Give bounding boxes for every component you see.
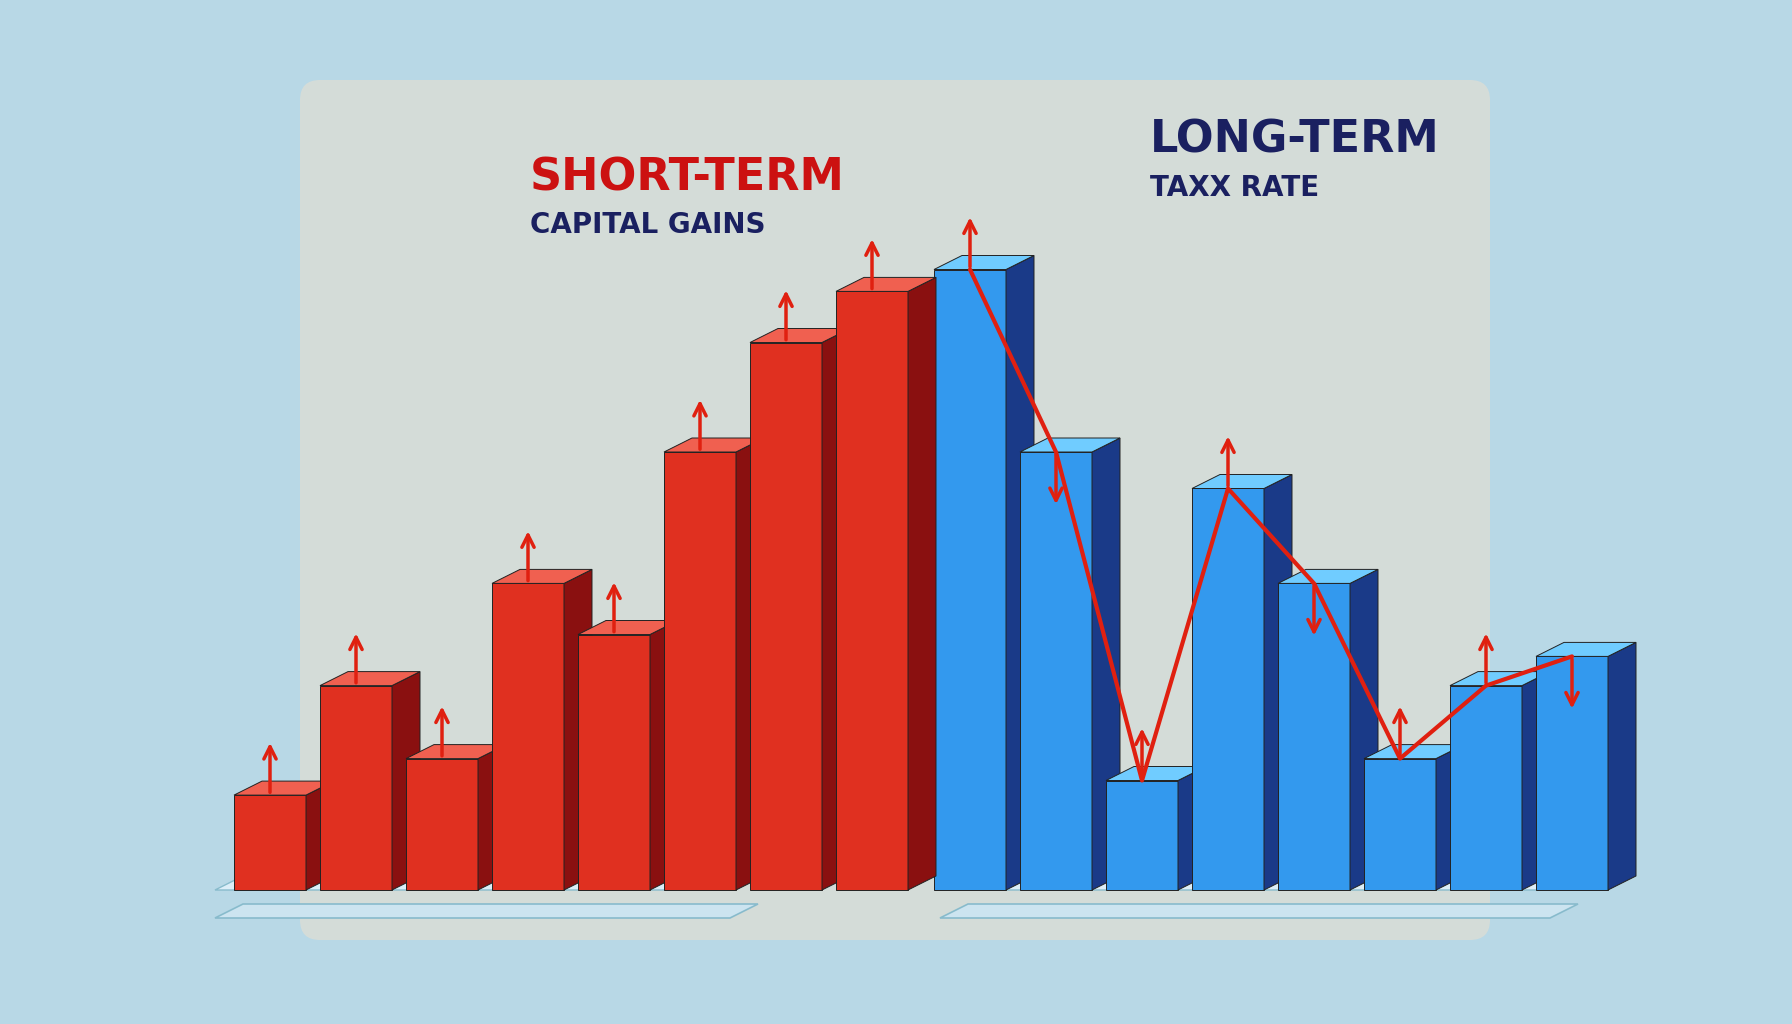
Polygon shape	[235, 781, 333, 795]
Polygon shape	[579, 621, 677, 635]
Polygon shape	[215, 876, 758, 890]
Polygon shape	[493, 584, 564, 890]
Text: LONG-TERM: LONG-TERM	[1150, 119, 1439, 162]
Polygon shape	[650, 621, 677, 890]
Polygon shape	[1435, 744, 1464, 890]
Polygon shape	[1020, 452, 1091, 890]
Polygon shape	[1106, 780, 1177, 890]
Polygon shape	[1450, 686, 1521, 890]
Polygon shape	[493, 569, 591, 584]
Polygon shape	[665, 438, 763, 452]
Polygon shape	[837, 292, 909, 890]
Polygon shape	[823, 329, 849, 890]
Polygon shape	[579, 635, 650, 890]
Polygon shape	[909, 278, 935, 890]
Polygon shape	[737, 438, 763, 890]
Polygon shape	[1106, 767, 1206, 780]
Polygon shape	[1607, 642, 1636, 890]
Polygon shape	[934, 269, 1005, 890]
Polygon shape	[1020, 438, 1120, 452]
Polygon shape	[321, 672, 419, 686]
Polygon shape	[665, 452, 737, 890]
Polygon shape	[1364, 744, 1464, 759]
Polygon shape	[407, 759, 478, 890]
Text: SHORT-TERM: SHORT-TERM	[530, 157, 844, 200]
Polygon shape	[564, 569, 591, 890]
Polygon shape	[751, 329, 849, 342]
Polygon shape	[321, 686, 392, 890]
Text: TAXX RATE: TAXX RATE	[1150, 174, 1319, 202]
Polygon shape	[1536, 656, 1607, 890]
Polygon shape	[1450, 672, 1550, 686]
Polygon shape	[392, 672, 419, 890]
Polygon shape	[235, 795, 306, 890]
Polygon shape	[1091, 438, 1120, 890]
Polygon shape	[1278, 584, 1349, 890]
Polygon shape	[1349, 569, 1378, 890]
Polygon shape	[1177, 767, 1206, 890]
Polygon shape	[751, 342, 823, 890]
Polygon shape	[306, 781, 333, 890]
FancyBboxPatch shape	[299, 80, 1489, 940]
Polygon shape	[1278, 569, 1378, 584]
Polygon shape	[215, 904, 758, 918]
Polygon shape	[1192, 488, 1263, 890]
Polygon shape	[1536, 642, 1636, 656]
Text: CAPITAL GAINS: CAPITAL GAINS	[530, 211, 765, 239]
Polygon shape	[1364, 759, 1435, 890]
Polygon shape	[941, 876, 1579, 890]
Polygon shape	[837, 278, 935, 292]
Polygon shape	[1263, 474, 1292, 890]
Polygon shape	[1521, 672, 1550, 890]
Polygon shape	[1192, 474, 1292, 488]
Polygon shape	[934, 256, 1034, 269]
Polygon shape	[478, 744, 505, 890]
Polygon shape	[1005, 256, 1034, 890]
Polygon shape	[941, 904, 1579, 918]
Polygon shape	[407, 744, 505, 759]
